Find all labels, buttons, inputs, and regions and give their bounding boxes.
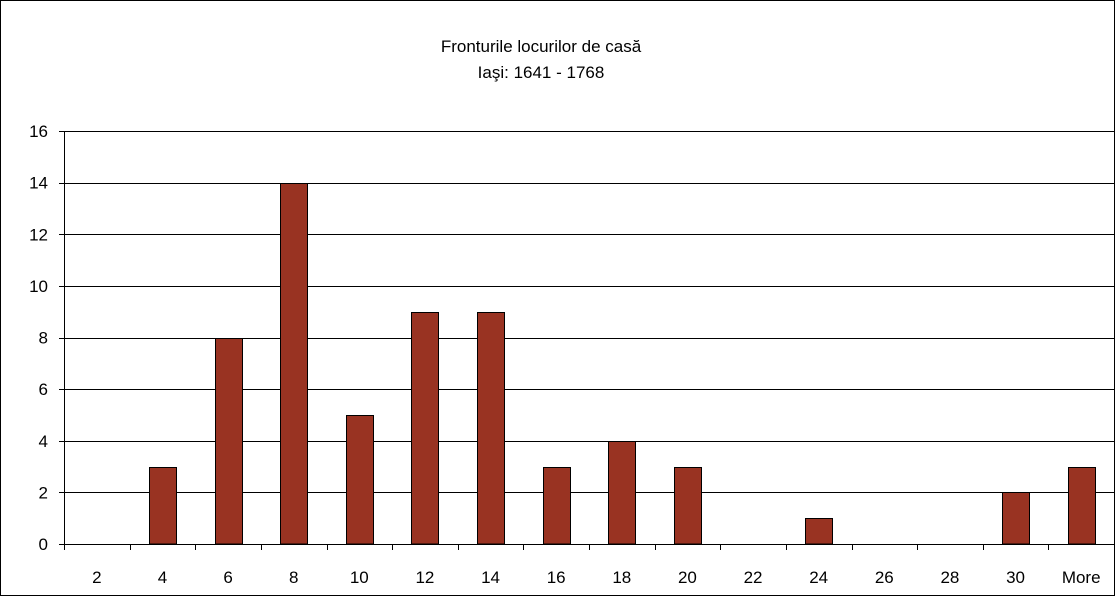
bar-More <box>1068 467 1096 545</box>
y-tick-label: 10 <box>29 277 48 296</box>
x-tick-label: 30 <box>1006 568 1025 587</box>
bar-8 <box>280 183 308 545</box>
y-tick-label: 12 <box>29 225 48 244</box>
x-tick-label: 26 <box>875 568 894 587</box>
bar-20 <box>674 467 702 545</box>
x-tick-label: 6 <box>223 568 232 587</box>
y-tick-label: 6 <box>39 380 48 399</box>
x-tick-label: 4 <box>158 568 167 587</box>
x-tick-label: 20 <box>678 568 697 587</box>
bar-16 <box>543 467 571 545</box>
x-tick-label: 8 <box>289 568 298 587</box>
bar-10 <box>346 415 374 545</box>
chart-subtitle: Iaşi: 1641 - 1768 <box>478 63 605 82</box>
x-tick-label: 22 <box>744 568 763 587</box>
chart-title: Fronturile locurilor de casă <box>441 37 642 56</box>
bar-14 <box>477 312 505 545</box>
bar-18 <box>608 441 636 545</box>
bars <box>149 183 1096 545</box>
x-tick-label: 12 <box>415 568 434 587</box>
y-tick-label: 2 <box>39 483 48 502</box>
y-tick-label: 8 <box>39 329 48 348</box>
x-tick-label: 2 <box>92 568 101 587</box>
x-tick-label: More <box>1062 568 1101 587</box>
bar-4 <box>149 467 177 545</box>
y-tick-label: 0 <box>39 535 48 554</box>
x-tick-label: 18 <box>612 568 631 587</box>
bar-24 <box>805 518 833 545</box>
bar-30 <box>1002 492 1030 545</box>
bar-12 <box>411 312 439 545</box>
x-tick-label: 10 <box>350 568 369 587</box>
y-tick-label: 14 <box>29 174 48 193</box>
y-tick-label: 4 <box>39 432 48 451</box>
axes <box>59 131 1115 550</box>
x-tick-label: 14 <box>481 568 500 587</box>
x-tick-label: 28 <box>940 568 959 587</box>
x-tick-label: 16 <box>547 568 566 587</box>
x-tick-label: 24 <box>809 568 828 587</box>
bar-6 <box>215 338 243 545</box>
y-tick-label: 16 <box>29 122 48 141</box>
